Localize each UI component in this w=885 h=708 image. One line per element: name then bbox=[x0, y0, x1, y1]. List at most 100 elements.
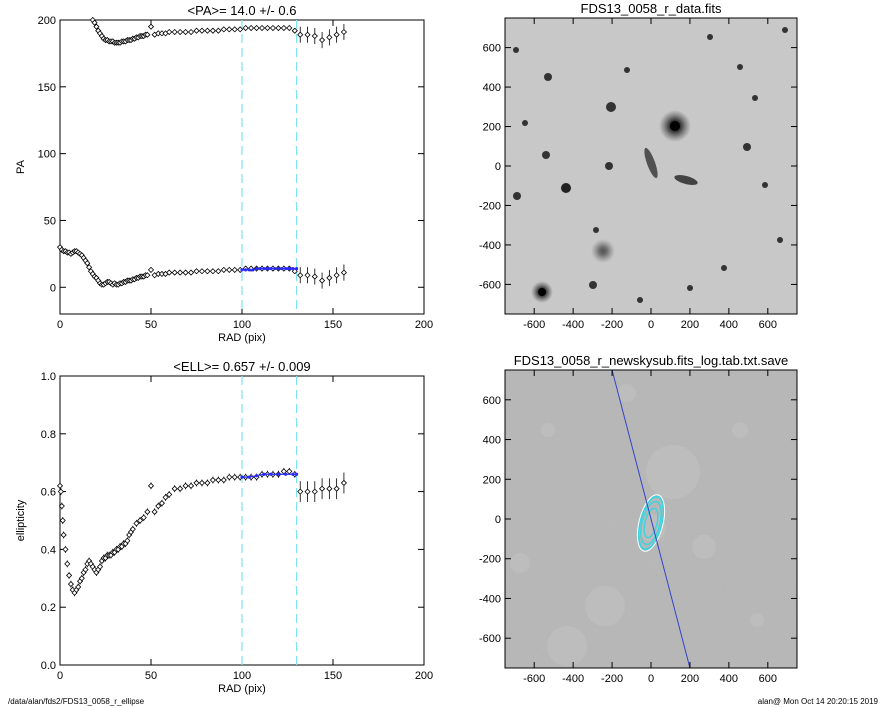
ell-fit-point bbox=[254, 474, 259, 478]
pa-fit-point bbox=[258, 266, 262, 271]
pa-ytick-label: 200 bbox=[38, 15, 56, 27]
img-ytick-label: 400 bbox=[483, 82, 501, 94]
ell-data-point bbox=[333, 485, 340, 492]
ell-data-point bbox=[82, 566, 89, 573]
pa-data-point bbox=[297, 272, 304, 279]
footer-path: /data/alan/fds2/FDS13_0058_r_ellipse bbox=[8, 697, 145, 706]
ellipticity-profile-panel: <ELL>= 0.657 +/- 0.009 0 50 100 150 200 0.0 0.2… bbox=[15, 359, 433, 695]
ell-xlabel: RAD (pix) bbox=[218, 683, 266, 695]
ell-data-point bbox=[62, 546, 69, 553]
ell-data-point bbox=[319, 485, 326, 492]
ell-xtick-label: 0 bbox=[57, 670, 63, 682]
ell-ytick-label: 0.8 bbox=[41, 429, 56, 441]
pa-fit-point bbox=[265, 266, 270, 271]
pa-data-point bbox=[193, 27, 200, 34]
ell-xtick-label: 50 bbox=[145, 670, 157, 682]
pa-data-point bbox=[215, 268, 222, 275]
pa-data-point bbox=[187, 269, 195, 276]
pa-fit-point bbox=[251, 268, 255, 272]
img-xtick-label: 0 bbox=[648, 319, 654, 331]
img-xtick-label: 200 bbox=[681, 319, 699, 331]
res-xtick-label: 200 bbox=[681, 673, 699, 685]
ell-data-point bbox=[158, 500, 165, 507]
ell-data-point bbox=[226, 474, 233, 481]
res-ytick-label: -200 bbox=[479, 554, 501, 566]
ell-ylabel: ellipticity bbox=[15, 499, 27, 541]
ell-fit-point bbox=[247, 475, 251, 479]
pa-fit-line bbox=[242, 267, 297, 271]
pa-data-point bbox=[86, 264, 93, 271]
pa-data-point bbox=[340, 28, 347, 36]
ell-ytick-label: 0.0 bbox=[41, 660, 56, 672]
pa-data-point bbox=[166, 28, 173, 36]
pa-data-point bbox=[340, 269, 347, 276]
ell-data-point bbox=[129, 526, 136, 533]
pa-data-point bbox=[226, 26, 233, 33]
ell-data-point bbox=[215, 476, 222, 484]
ell-data-point bbox=[78, 575, 85, 582]
pa-data-point bbox=[291, 268, 298, 275]
ell-data-point bbox=[66, 572, 73, 579]
img-xtick-label: 400 bbox=[720, 319, 738, 331]
res-xtick-label: -600 bbox=[523, 673, 545, 685]
ell-data-point bbox=[340, 479, 347, 486]
pa-xtick-label: 50 bbox=[145, 319, 157, 331]
res-ytick-label: -400 bbox=[479, 593, 501, 605]
ell-data-point bbox=[162, 494, 169, 501]
img-ytick-label: 600 bbox=[483, 43, 501, 55]
ell-data-point bbox=[144, 508, 151, 515]
pa-data-point bbox=[182, 269, 189, 276]
pa-data-point bbox=[91, 19, 98, 26]
footer-user-time: alan@ Mon Oct 14 20:20:15 2019 bbox=[757, 697, 878, 706]
pa-xtick-label: 200 bbox=[415, 319, 433, 331]
pa-data-point bbox=[286, 24, 293, 32]
pa-data-point bbox=[144, 272, 151, 279]
pa-data-point bbox=[204, 27, 211, 34]
pa-fit-point bbox=[244, 268, 248, 272]
sources bbox=[513, 27, 788, 303]
ell-fit-point bbox=[284, 472, 288, 476]
res-title: FDS13_0058_r_newskysub.fits_log.tab.txt.… bbox=[514, 353, 789, 368]
ell-data-point bbox=[96, 563, 104, 570]
pa-fit-point bbox=[254, 266, 259, 271]
ell-data-point bbox=[193, 479, 200, 486]
ell-xtick-label: 150 bbox=[324, 670, 342, 682]
ell-fit-point bbox=[262, 472, 266, 476]
pa-fit-point bbox=[262, 266, 266, 271]
pa-fit-point bbox=[295, 266, 299, 271]
pa-xtick-label: 0 bbox=[57, 319, 63, 331]
ell-data-point bbox=[182, 482, 189, 489]
pa-data-point bbox=[333, 272, 340, 279]
ell-data-point bbox=[147, 482, 155, 489]
isophote-contours bbox=[636, 494, 666, 552]
pa-data-point bbox=[326, 274, 333, 281]
pa-data-point bbox=[231, 266, 238, 273]
pa-data-point bbox=[209, 27, 216, 34]
pa-data-point bbox=[171, 28, 178, 36]
res-xtick-label: 600 bbox=[759, 673, 777, 685]
pa-data-point bbox=[297, 31, 304, 38]
pa-data-point bbox=[248, 265, 255, 272]
pa-data-point bbox=[326, 34, 333, 41]
img-xtick-label: 600 bbox=[759, 319, 777, 331]
pa-fit-point bbox=[287, 266, 291, 271]
ell-data-point bbox=[177, 485, 184, 492]
pa-data-point bbox=[177, 28, 184, 36]
pa-data-point bbox=[291, 27, 298, 34]
pa-data-point bbox=[193, 268, 200, 275]
pa-data-point bbox=[198, 27, 206, 34]
pa-data-point bbox=[333, 31, 340, 38]
pa-ytick-label: 0 bbox=[50, 282, 56, 294]
pa-fit-point bbox=[247, 268, 251, 272]
pa-data-point bbox=[269, 24, 277, 32]
residual-image-panel: FDS13_0058_r_newskysub.fits_log.tab.txt.… bbox=[479, 353, 798, 685]
ell-data-point bbox=[171, 485, 178, 492]
img-ytick-label: -400 bbox=[479, 240, 501, 252]
res-ytick-label: -600 bbox=[479, 633, 501, 645]
ell-data-point bbox=[220, 476, 227, 484]
ell-data-point bbox=[60, 531, 67, 539]
pa-data-point bbox=[171, 269, 178, 276]
res-xtick-label: -200 bbox=[601, 673, 623, 685]
img-xtick-label: -600 bbox=[523, 319, 545, 331]
ell-data-point bbox=[311, 488, 318, 495]
